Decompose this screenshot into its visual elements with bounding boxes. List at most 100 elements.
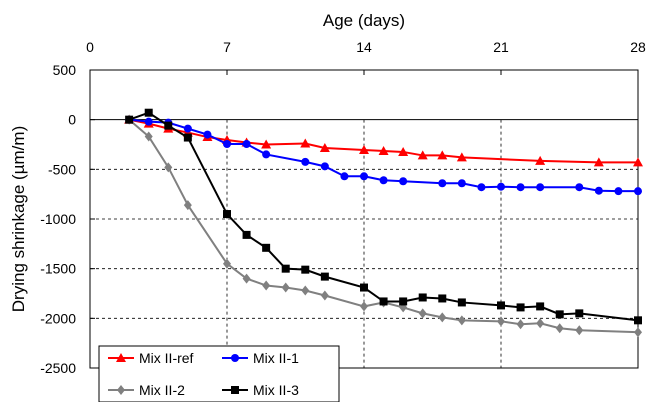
legend-entry: Mix II-ref [108, 350, 194, 366]
data-point [516, 303, 525, 312]
data-point [457, 315, 466, 326]
data-point [261, 139, 272, 149]
data-point [378, 145, 389, 155]
data-point [456, 152, 467, 162]
legend-entry: Mix II-3 [222, 382, 299, 398]
x-tick-label: 7 [223, 39, 231, 55]
data-point [223, 210, 231, 219]
data-point [242, 230, 251, 239]
data-point [301, 157, 310, 166]
legend-entry: Mix II-2 [108, 382, 185, 398]
data-point [379, 176, 388, 185]
data-point [497, 301, 505, 310]
data-point [497, 316, 505, 327]
series-line [128, 118, 639, 334]
data-point [633, 157, 643, 167]
data-point [360, 301, 368, 312]
legend-label: Mix II-ref [139, 350, 194, 366]
data-point [301, 265, 310, 274]
y-tick-label: -2500 [40, 360, 76, 376]
data-point [360, 283, 368, 292]
data-point [614, 187, 623, 196]
data-point [555, 310, 564, 319]
x-tick-labels: 0 7 14 21 28 [86, 39, 646, 55]
data-point [536, 318, 545, 329]
data-point [379, 297, 388, 306]
y-tick-label: -2000 [40, 310, 76, 326]
data-point [144, 131, 153, 142]
data-point [516, 183, 525, 192]
x-tick-label: 21 [493, 39, 509, 55]
data-point [438, 294, 447, 303]
data-point [231, 386, 239, 394]
plot-area [89, 69, 639, 369]
data-point [231, 354, 239, 362]
data-point [300, 138, 311, 148]
legend-label: Mix II-1 [253, 350, 299, 366]
data-point [418, 308, 427, 319]
data-point [262, 243, 271, 252]
data-point [340, 172, 349, 181]
x-axis-title: Age (days) [323, 11, 405, 30]
data-point [320, 290, 329, 301]
data-point [223, 140, 231, 149]
data-point [575, 325, 584, 336]
data-point [359, 144, 369, 154]
data-point [262, 150, 271, 159]
data-point [417, 150, 428, 160]
y-axis-title: Drying shrinkage (µm/m) [9, 126, 28, 312]
data-point [634, 327, 642, 338]
data-point [457, 298, 466, 307]
data-point [242, 273, 251, 284]
data-point [634, 187, 642, 196]
data-point [418, 293, 427, 302]
data-point [399, 297, 408, 306]
data-point [437, 150, 448, 160]
data-point [457, 179, 466, 188]
y-tick-label: 500 [53, 62, 77, 78]
y-tick-label: -1500 [40, 261, 76, 277]
data-point [183, 133, 192, 142]
x-tick-label: 0 [86, 39, 94, 55]
data-point [536, 302, 545, 311]
data-point [183, 124, 192, 133]
data-point [319, 142, 330, 152]
x-tick-label: 28 [630, 39, 646, 55]
series-3 [125, 108, 642, 325]
y-tick-label: -500 [48, 161, 76, 177]
data-point [262, 280, 271, 291]
y-tick-label: 0 [68, 112, 76, 128]
data-point [281, 264, 290, 273]
data-point [301, 285, 310, 296]
data-point [281, 282, 290, 293]
data-point [535, 155, 546, 165]
legend-label: Mix II-2 [139, 382, 185, 398]
legend-box [98, 345, 340, 402]
data-point [164, 162, 173, 173]
legend: Mix II-ref Mix II-1 Mix II-2 Mix II-3 [98, 345, 340, 402]
x-tick-label: 14 [356, 39, 372, 55]
data-point [516, 319, 525, 330]
data-point [438, 312, 447, 323]
data-point [203, 130, 212, 139]
data-point [555, 323, 564, 334]
legend-entry: Mix II-1 [222, 350, 299, 366]
data-point [320, 272, 329, 281]
data-point [536, 183, 545, 192]
data-point [360, 172, 368, 181]
data-point [125, 115, 134, 124]
data-point [144, 117, 153, 126]
data-point [398, 146, 409, 156]
tick-marks [89, 69, 639, 369]
data-point [320, 162, 329, 171]
grid-lines [90, 119, 638, 368]
y-tick-label: -1000 [40, 211, 76, 227]
series-2 [125, 114, 642, 338]
data-point [116, 353, 126, 362]
data-point [634, 316, 642, 325]
data-point [438, 179, 447, 188]
data-point [575, 183, 584, 192]
data-point [117, 385, 125, 395]
data-point [594, 186, 603, 195]
